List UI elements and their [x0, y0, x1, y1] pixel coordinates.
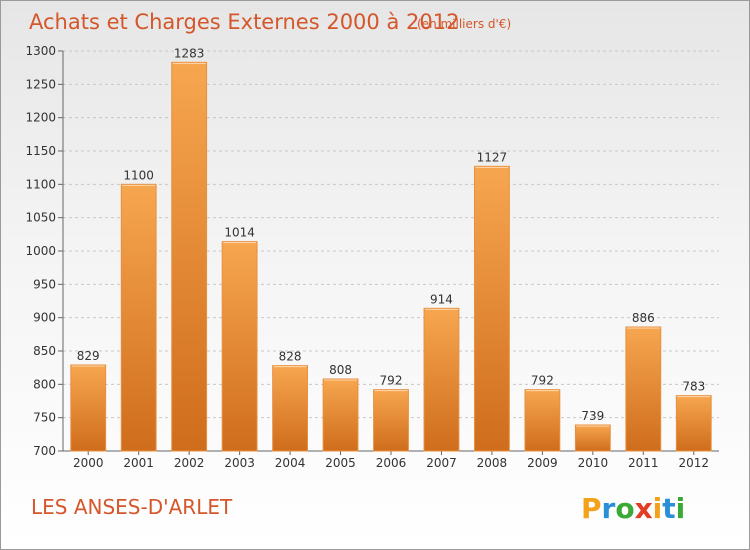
y-tick-label: 700 — [33, 444, 56, 458]
x-tick-label: 2000 — [73, 456, 104, 470]
logo-letter: x — [635, 492, 653, 525]
y-tick-label: 1200 — [25, 111, 56, 125]
logo-letter: t — [662, 492, 675, 525]
value-label: 739 — [581, 409, 604, 423]
chart-title: Achats et Charges Externes 2000 à 2012 — [29, 10, 459, 34]
bar-2003 — [221, 241, 258, 452]
bar-2007 — [423, 307, 460, 452]
bar-2005 — [322, 378, 359, 452]
value-label: 1100 — [123, 168, 154, 182]
y-tick-label: 750 — [33, 411, 56, 425]
labels: 829 2000 1100 2001 1283 2002 1014 2003 828 2004 80… — [73, 46, 709, 470]
y-tick-label: 950 — [33, 277, 56, 291]
value-label: 829 — [77, 349, 100, 363]
x-tick-label: 2005 — [325, 456, 356, 470]
x-tick-label: 2010 — [578, 456, 609, 470]
value-label: 1014 — [224, 226, 255, 240]
bar-2000 — [70, 364, 107, 452]
value-label: 828 — [279, 350, 302, 364]
value-label: 808 — [329, 363, 352, 377]
y-tick-label: 1250 — [25, 77, 56, 91]
bar-2010 — [574, 424, 611, 452]
bar-2012 — [675, 395, 712, 452]
x-tick-label: 2012 — [678, 456, 709, 470]
chart-subtitle: (en milliers d'€) — [417, 17, 511, 31]
x-tick-label: 2009 — [527, 456, 558, 470]
x-tick-label: 2011 — [628, 456, 659, 470]
logo-letter: P — [581, 492, 602, 525]
y-tick-label: 850 — [33, 344, 56, 358]
bar-2001 — [120, 183, 157, 452]
value-label: 783 — [682, 380, 705, 394]
x-tick-label: 2001 — [123, 456, 154, 470]
value-label: 1127 — [477, 150, 508, 164]
bar-2004 — [272, 365, 308, 452]
y-tick-label: 900 — [33, 311, 56, 325]
bar-2011 — [625, 326, 662, 452]
x-tick-label: 2007 — [426, 456, 457, 470]
x-tick-label: 2004 — [275, 456, 306, 470]
y-tick-label: 800 — [33, 377, 56, 391]
bar-2009 — [524, 389, 561, 452]
value-label: 914 — [430, 292, 453, 306]
y-tick-label: 1050 — [25, 211, 56, 225]
value-label: 792 — [531, 374, 554, 388]
x-tick-label: 2006 — [376, 456, 407, 470]
bar-2008 — [474, 165, 510, 452]
bar-2002 — [171, 61, 208, 452]
y-tick-label: 1100 — [25, 177, 56, 191]
y-tick-label: 1150 — [25, 144, 56, 158]
value-label: 886 — [632, 311, 655, 325]
logo-letter: i — [676, 492, 686, 525]
logo-letter: i — [653, 492, 663, 525]
x-tick-label: 2002 — [174, 456, 205, 470]
y-tick-label: 1300 — [25, 44, 56, 58]
x-tick-label: 2008 — [477, 456, 508, 470]
x-tick-label: 2003 — [224, 456, 255, 470]
bars — [70, 61, 712, 452]
value-label: 1283 — [174, 46, 205, 60]
proxiti-logo: Proxiti — [581, 492, 685, 525]
logo-letter: r — [602, 492, 616, 525]
y-tick-label: 1000 — [25, 244, 56, 258]
value-label: 792 — [380, 374, 403, 388]
logo-letter: o — [615, 492, 634, 525]
commune-name: LES ANSES-D'ARLET — [31, 495, 233, 519]
bar-2006 — [373, 389, 409, 452]
